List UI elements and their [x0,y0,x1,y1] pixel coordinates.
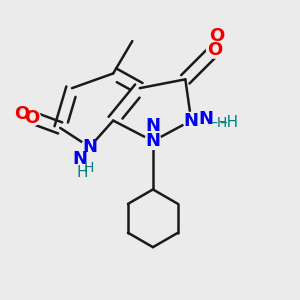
Text: H: H [84,161,94,175]
Text: O: O [207,41,222,59]
Text: H: H [77,165,88,180]
Circle shape [183,112,200,129]
Text: O: O [208,28,224,46]
Text: N: N [72,150,87,168]
Circle shape [24,110,40,126]
Text: N: N [82,138,97,156]
Text: N: N [146,117,160,135]
Text: N: N [184,112,199,130]
Text: O: O [25,109,40,127]
Text: N: N [199,110,214,128]
Circle shape [206,42,223,58]
Circle shape [145,133,161,149]
Text: N: N [146,132,160,150]
Text: –H: –H [219,116,238,130]
Circle shape [81,139,98,155]
Text: O: O [14,105,29,123]
Text: –H: –H [210,116,228,130]
